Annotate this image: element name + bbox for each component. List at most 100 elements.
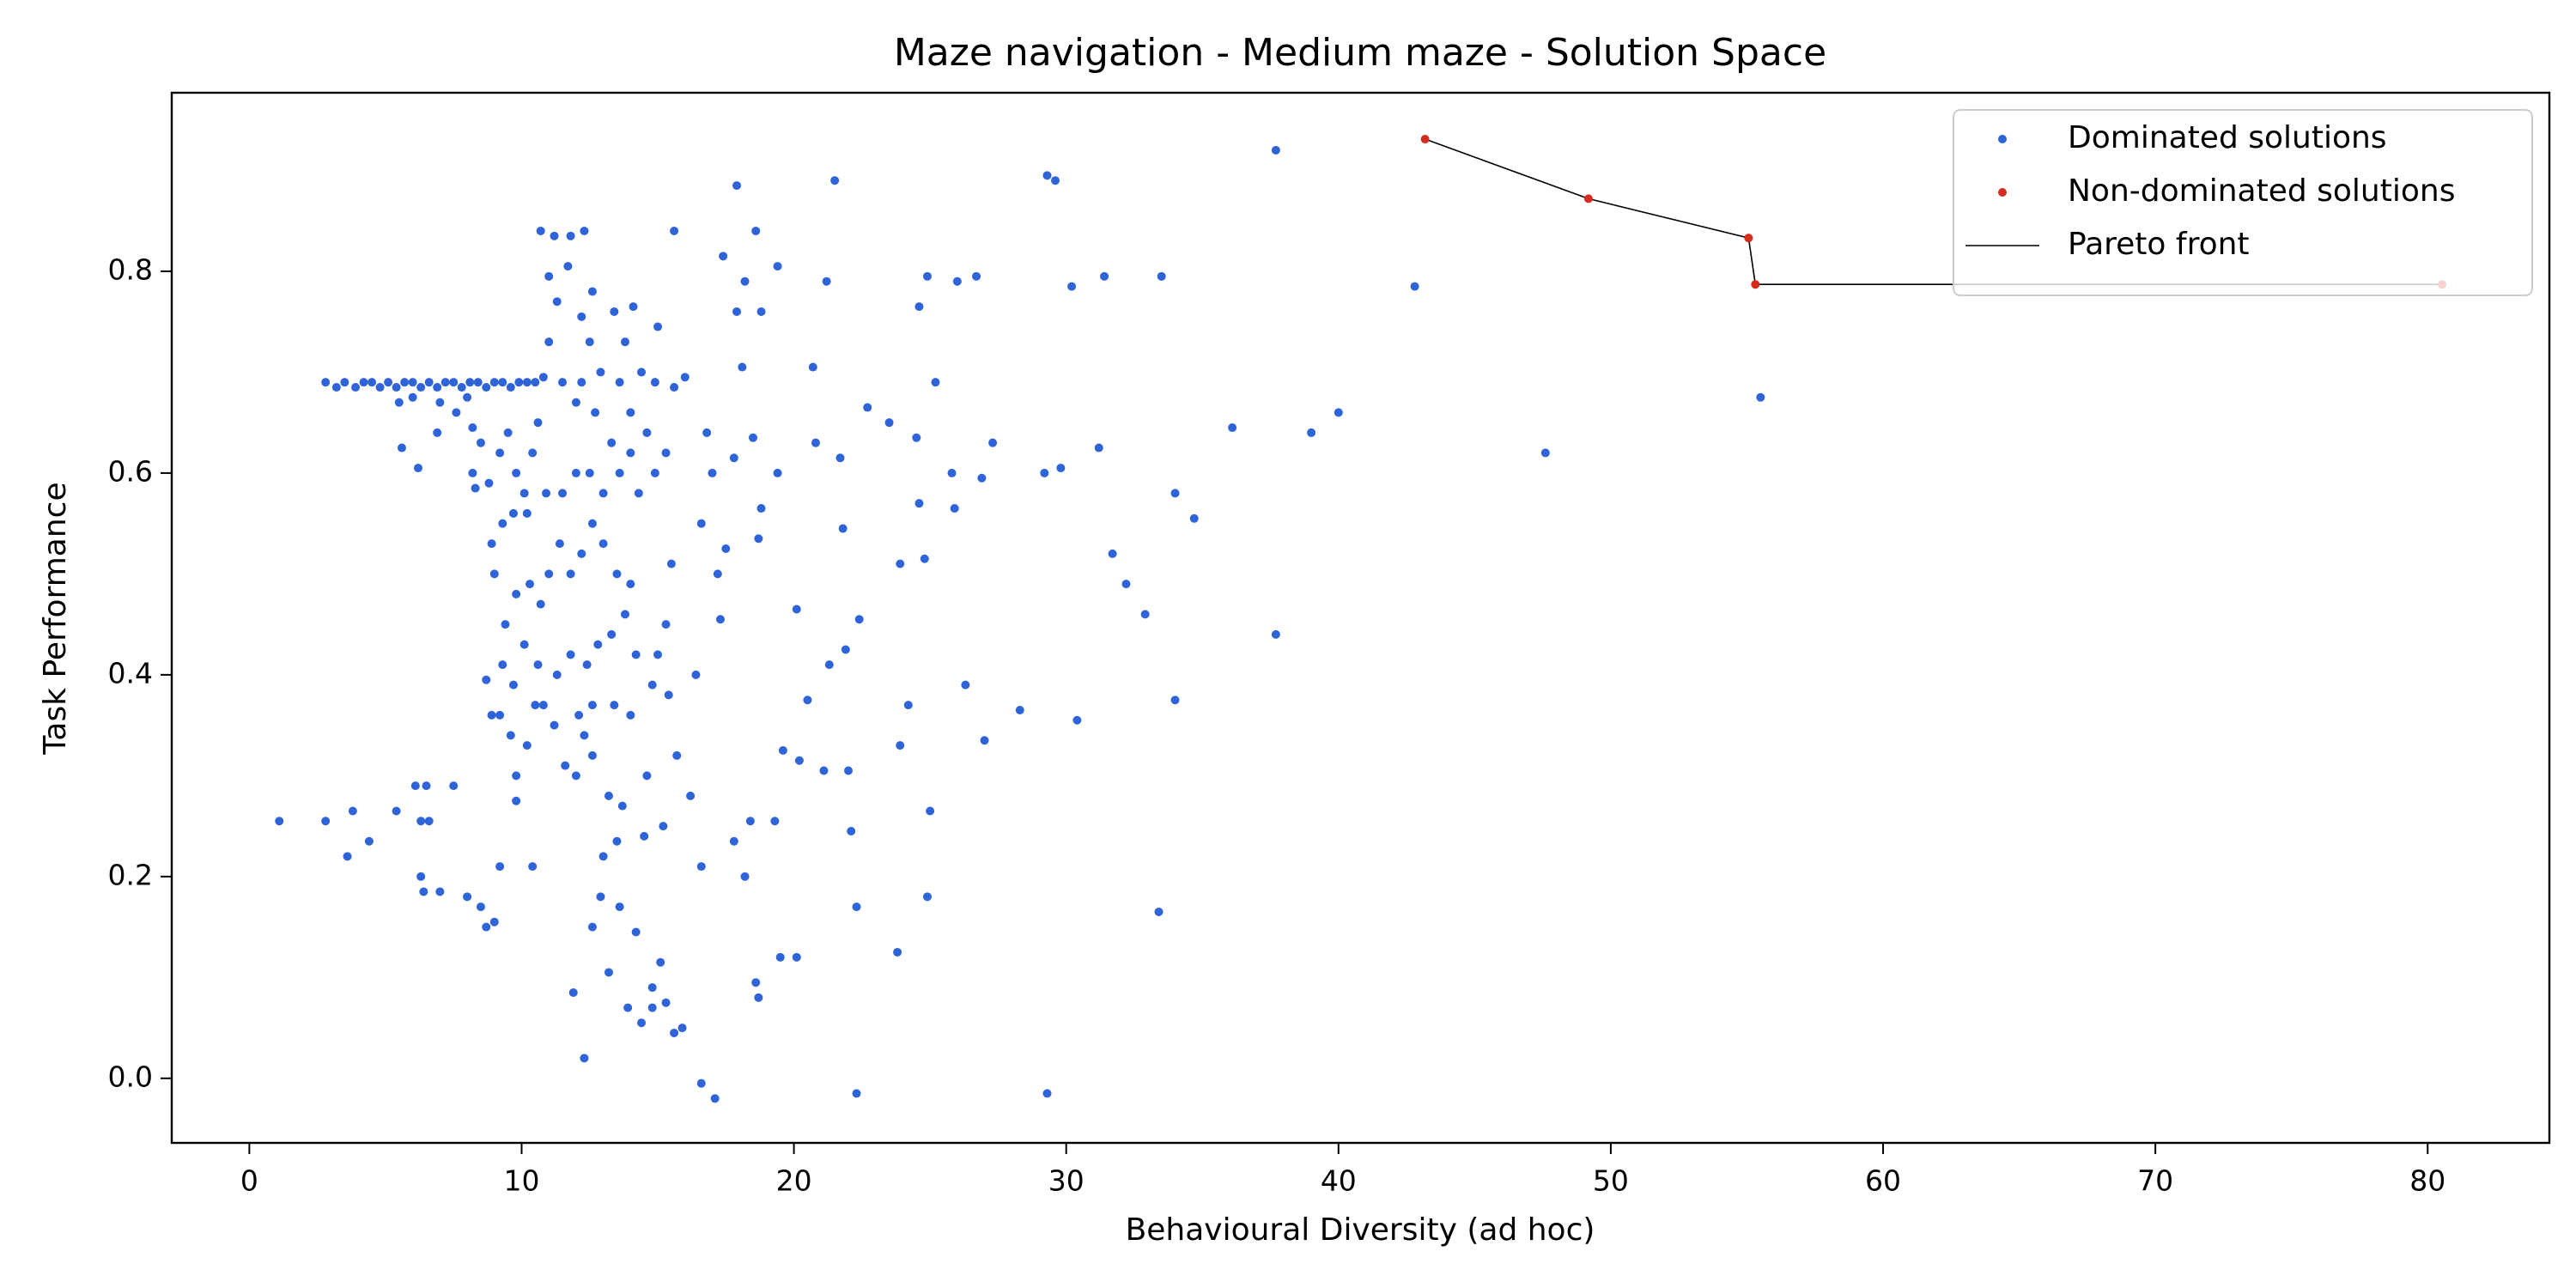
data-point bbox=[587, 922, 597, 932]
data-point bbox=[1051, 176, 1060, 185]
data-point bbox=[775, 952, 785, 962]
data-point bbox=[1271, 145, 1280, 155]
data-point bbox=[740, 872, 750, 881]
data-point bbox=[1420, 135, 1430, 144]
data-point bbox=[661, 448, 671, 458]
data-point bbox=[672, 750, 682, 760]
legend-label: Dominated solutions bbox=[2068, 120, 2387, 155]
data-point bbox=[531, 701, 540, 710]
data-point bbox=[519, 640, 529, 649]
data-point bbox=[1189, 513, 1199, 523]
data-point bbox=[463, 892, 472, 902]
x-tick-label: 50 bbox=[1593, 1164, 1629, 1198]
data-point bbox=[664, 690, 673, 700]
data-point bbox=[612, 836, 622, 846]
data-point bbox=[653, 322, 663, 331]
chart-title: Maze navigation - Medium maze - Solution… bbox=[894, 31, 1826, 75]
data-point bbox=[587, 701, 597, 710]
data-point bbox=[591, 408, 600, 417]
y-tick-label: 0.6 bbox=[108, 454, 153, 488]
data-point bbox=[519, 489, 529, 498]
data-point bbox=[498, 378, 507, 387]
data-point bbox=[952, 276, 962, 286]
data-point bbox=[808, 362, 817, 372]
data-point bbox=[988, 438, 998, 447]
data-point bbox=[754, 534, 763, 544]
data-point bbox=[838, 524, 848, 533]
data-point bbox=[1072, 715, 1082, 725]
data-point bbox=[522, 741, 532, 750]
data-point bbox=[555, 539, 564, 549]
data-point bbox=[1157, 271, 1166, 281]
data-point bbox=[642, 428, 652, 437]
data-point bbox=[792, 952, 801, 962]
data-point bbox=[538, 701, 548, 710]
data-point bbox=[696, 1078, 706, 1088]
data-point bbox=[435, 398, 445, 407]
data-point bbox=[359, 378, 368, 387]
data-point bbox=[577, 378, 586, 387]
data-point bbox=[661, 998, 671, 1007]
data-point bbox=[626, 448, 635, 458]
y-tick-label: 0.0 bbox=[108, 1060, 153, 1093]
x-tick-label: 60 bbox=[1865, 1164, 1901, 1198]
data-point bbox=[1042, 1089, 1052, 1098]
x-tick-label: 30 bbox=[1048, 1164, 1084, 1198]
data-point bbox=[544, 569, 554, 579]
data-point bbox=[449, 781, 459, 791]
data-point bbox=[463, 392, 472, 402]
data-point bbox=[615, 902, 624, 912]
data-point bbox=[536, 226, 545, 235]
data-point bbox=[552, 670, 562, 679]
data-point bbox=[495, 862, 505, 872]
y-tick-label: 0.2 bbox=[108, 858, 153, 891]
data-point bbox=[629, 302, 638, 312]
data-point bbox=[947, 468, 957, 477]
data-point bbox=[884, 418, 894, 428]
data-point bbox=[566, 569, 575, 579]
data-point bbox=[749, 433, 758, 442]
data-point bbox=[528, 448, 538, 458]
data-point bbox=[715, 615, 725, 624]
data-point bbox=[552, 297, 562, 307]
data-point bbox=[424, 378, 434, 387]
data-point bbox=[508, 680, 518, 690]
data-point bbox=[531, 378, 540, 387]
data-point bbox=[721, 544, 731, 554]
data-point bbox=[340, 378, 349, 387]
data-point bbox=[375, 383, 385, 392]
data-point bbox=[422, 781, 431, 791]
data-point bbox=[729, 453, 738, 463]
data-point bbox=[394, 398, 404, 407]
data-point bbox=[435, 887, 445, 896]
data-point bbox=[1094, 443, 1103, 453]
data-point bbox=[647, 1003, 657, 1012]
data-point bbox=[416, 817, 426, 826]
data-point bbox=[558, 378, 568, 387]
data-point bbox=[413, 464, 422, 473]
data-point bbox=[1042, 171, 1052, 180]
data-point bbox=[647, 680, 657, 690]
data-point bbox=[1108, 549, 1117, 558]
data-point bbox=[647, 983, 657, 993]
data-point bbox=[637, 1018, 647, 1028]
data-point bbox=[607, 438, 617, 447]
data-point bbox=[920, 554, 929, 563]
data-point bbox=[598, 539, 608, 549]
data-point bbox=[566, 650, 575, 659]
data-point bbox=[604, 968, 613, 977]
data-point bbox=[498, 660, 507, 670]
data-point bbox=[495, 448, 505, 458]
data-point bbox=[568, 987, 578, 997]
data-point bbox=[670, 1028, 679, 1037]
data-point bbox=[419, 887, 428, 896]
data-point bbox=[686, 791, 696, 800]
data-point bbox=[893, 947, 902, 957]
data-point bbox=[512, 771, 521, 781]
data-point bbox=[773, 262, 782, 271]
data-point bbox=[1307, 428, 1316, 437]
data-point bbox=[756, 504, 766, 513]
data-point bbox=[522, 378, 532, 387]
data-point bbox=[348, 806, 357, 816]
